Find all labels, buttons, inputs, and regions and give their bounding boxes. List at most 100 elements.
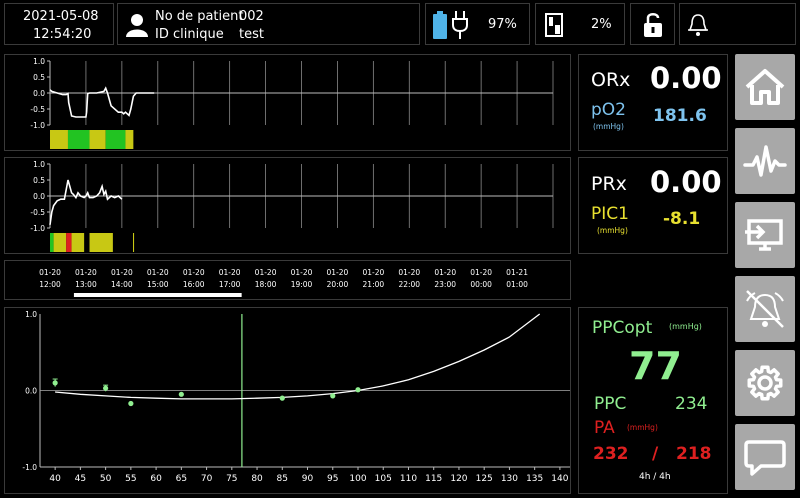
waveform-icon — [743, 145, 787, 177]
window-text: 4h / 4h — [639, 472, 671, 482]
time-tick-date: 01-20 — [362, 268, 384, 277]
x-tick-label: 135 — [526, 474, 543, 484]
unlock-icon — [644, 13, 662, 37]
status-segment — [125, 130, 134, 149]
time-tick-date: 01-20 — [255, 268, 277, 277]
x-tick-label: 95 — [327, 474, 338, 484]
y-tick-label: -0.5 — [30, 105, 45, 114]
trend-line — [49, 179, 123, 225]
bell-icon — [688, 14, 708, 36]
ppc-panel[interactable]: PPCopt (mmHg) 77 PPC 234 PA (mmHg) 232 /… — [578, 307, 728, 494]
time-axis[interactable]: 01-20 12:00 01-20 13:00 01-20 14:00 01-20 15:00… — [5, 261, 570, 299]
ppc-label: PPC — [594, 394, 627, 414]
y-tick-label: 0.5 — [33, 73, 45, 82]
status-segment — [50, 130, 68, 149]
monitor-button[interactable] — [735, 202, 795, 268]
datetime-box: 2021-05-08 12:54:20 — [4, 3, 114, 45]
trend-line — [49, 86, 155, 118]
y-tick-label: 0.0 — [33, 192, 45, 201]
settings-button[interactable] — [735, 350, 795, 416]
status-segment — [50, 233, 54, 252]
storage-box: 2% — [535, 3, 625, 45]
chat-icon — [744, 440, 786, 476]
y-tick-label: -0.5 — [30, 208, 45, 217]
prx-panel[interactable]: PRx 0.00 PIC1 (mmHg) -8.1 — [578, 157, 728, 254]
time-tick-date: 01-20 — [39, 268, 61, 277]
orx-chart: 1.0 0.5 0.0 -0.5 -1.0 — [30, 57, 554, 149]
x-tick-label: 50 — [100, 474, 112, 484]
x-tick-label: 90 — [302, 474, 314, 484]
time-tick-time: 20:00 — [327, 280, 349, 289]
time-tick-time: 13:00 — [75, 280, 97, 289]
time-tick-time: 12:00 — [39, 280, 61, 289]
chat-button[interactable] — [735, 424, 795, 490]
data-point — [355, 387, 361, 393]
po2-value: 181.6 — [653, 106, 707, 126]
sd-card-icon — [545, 13, 563, 37]
time-tick-time: 01:00 — [506, 280, 528, 289]
lock-box[interactable] — [630, 3, 675, 45]
time-tick-date: 01-20 — [147, 268, 169, 277]
monitor-icon — [745, 219, 783, 251]
orx-panel[interactable]: ORx 0.00 pO2 (mmHg) 181.6 — [578, 54, 728, 151]
patient-label: No de patient — [155, 9, 244, 24]
home-button[interactable] — [735, 54, 795, 120]
date-text: 2021-05-08 — [23, 9, 99, 24]
y-tick-label: -1.0 — [30, 224, 45, 233]
time-tick-date: 01-20 — [183, 268, 205, 277]
user-icon — [126, 14, 148, 37]
patient-box[interactable]: No de patient 002 ID clinique test — [117, 3, 420, 45]
fit-curve — [55, 313, 541, 400]
gear-icon — [747, 365, 783, 401]
orx-chart-panel: 1.0 0.5 0.0 -0.5 -1.0 — [4, 54, 571, 151]
pa-systolic: 232 — [593, 444, 629, 464]
time-tick-date: 01-20 — [470, 268, 492, 277]
status-segment — [89, 130, 106, 149]
pic-value: -8.1 — [663, 209, 701, 229]
time-window-slider[interactable] — [73, 293, 242, 297]
status-segment — [105, 130, 126, 149]
ppcopt-chart-panel: 1.0 0.0 -1.0 40 45 50 55 60 65 70 75 80 85 90 95 100 105… — [4, 307, 571, 494]
x-tick-label: 110 — [400, 474, 417, 484]
home-icon — [745, 69, 785, 105]
ppcopt-label: PPCopt — [592, 318, 653, 338]
x-tick-label: 45 — [75, 474, 86, 484]
y-tick-label: 1.0 — [25, 310, 37, 319]
x-tick-label: 60 — [150, 474, 162, 484]
time-tick-time: 16:00 — [183, 280, 205, 289]
status-segment — [66, 233, 72, 252]
x-tick-label: 140 — [551, 474, 568, 484]
y-tick-label: 1.0 — [33, 160, 45, 169]
waveform-button[interactable] — [735, 128, 795, 194]
x-tick-label: 55 — [125, 474, 136, 484]
x-tick-label: 85 — [277, 474, 288, 484]
pa-unit: (mmHg) — [627, 423, 658, 432]
x-tick-label: 130 — [501, 474, 518, 484]
data-point — [52, 380, 58, 386]
ppc-value: 234 — [675, 394, 708, 414]
time-tick-time: 23:00 — [434, 280, 456, 289]
alarm-off-icon — [746, 290, 784, 328]
alarm-box[interactable] — [679, 3, 796, 45]
time-tick-date: 01-20 — [75, 268, 97, 277]
x-tick-label: 65 — [176, 474, 187, 484]
x-tick-label: 80 — [251, 474, 263, 484]
prx-label: PRx — [591, 173, 627, 195]
alarm-off-button[interactable] — [735, 276, 795, 342]
ppcopt-value: 77 — [629, 344, 682, 388]
pa-separator: / — [652, 444, 659, 464]
x-tick-label: 70 — [201, 474, 213, 484]
y-tick-label: 0.0 — [33, 89, 45, 98]
status-segment — [53, 233, 67, 252]
time-axis-panel[interactable]: 01-20 12:00 01-20 13:00 01-20 14:00 01-20 15:00… — [4, 260, 571, 300]
time-tick-time: 15:00 — [147, 280, 169, 289]
pa-diastolic: 218 — [676, 444, 712, 464]
time-tick-date: 01-20 — [434, 268, 456, 277]
clinic-label: ID clinique — [155, 27, 224, 42]
time-tick-time: 19:00 — [291, 280, 313, 289]
prx-value: 0.00 — [650, 165, 722, 199]
time-tick-time: 00:00 — [470, 280, 492, 289]
data-point — [103, 385, 109, 391]
y-tick-label: -1.0 — [22, 463, 37, 472]
x-tick-label: 120 — [450, 474, 467, 484]
